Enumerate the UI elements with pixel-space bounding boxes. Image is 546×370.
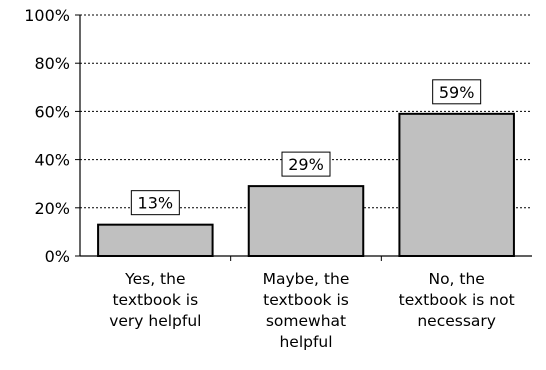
svg-text:29%: 29% <box>288 155 324 174</box>
svg-text:13%: 13% <box>138 194 174 213</box>
y-tick-label: 60% <box>34 102 70 121</box>
category-label: Maybe, the textbook is somewhat helpful <box>263 270 350 351</box>
y-tick-label: 20% <box>34 199 70 218</box>
category-label: No, the textbook is not necessary <box>399 270 515 330</box>
svg-text:59%: 59% <box>439 83 475 102</box>
y-tick-label: 0% <box>45 247 70 266</box>
y-tick-label: 40% <box>34 151 70 170</box>
y-tick-label: 80% <box>34 54 70 73</box>
data-label: 13% <box>130 190 180 216</box>
y-tick-label: 100% <box>24 6 70 25</box>
category-labels: Yes, the textbook is very helpful Maybe, th… <box>109 270 514 351</box>
y-tick-labels: 0% 20% 40% 60% 80% 100% <box>24 6 70 266</box>
bars <box>97 112 515 257</box>
bar <box>398 112 515 257</box>
data-label: 59% <box>432 79 482 105</box>
data-labels: 13% 29% 59% <box>130 79 482 216</box>
bar <box>97 223 214 257</box>
data-label: 29% <box>281 151 331 177</box>
axes <box>75 14 532 261</box>
bar <box>247 185 365 257</box>
category-label: Yes, the textbook is very helpful <box>109 270 201 330</box>
